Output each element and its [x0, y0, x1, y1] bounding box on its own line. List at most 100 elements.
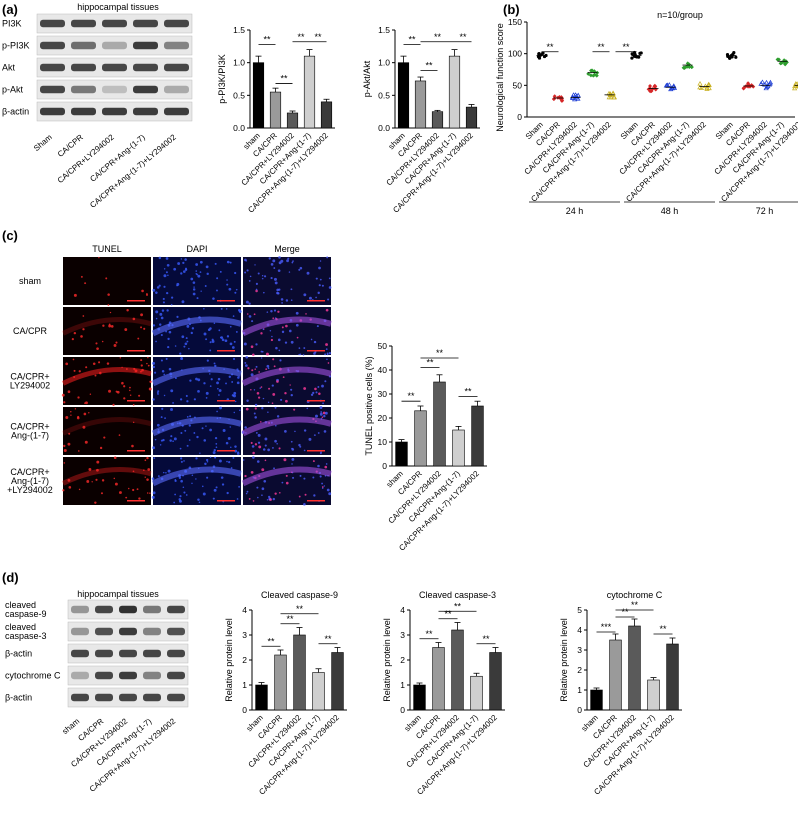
- micrograph-speck: [138, 394, 141, 397]
- micrograph-speck: [318, 266, 321, 270]
- micrograph-cell: [153, 357, 241, 405]
- micrograph-speck: [103, 436, 106, 439]
- micrograph-speck: [236, 498, 239, 500]
- blot-d-band: [95, 627, 113, 636]
- micrograph-speck: [155, 310, 159, 314]
- micrograph-speck: [244, 271, 247, 274]
- micrograph-speck: [312, 476, 315, 479]
- micrograph-speck: [84, 440, 88, 444]
- blot-a-row-label: Akt: [2, 63, 16, 73]
- micrograph-speck: [88, 412, 90, 414]
- micrograph-band: [151, 366, 242, 387]
- western-blot-a: hippocampal tissues PI3K p-PI3K Akt p-Akt β-…: [2, 2, 193, 210]
- micrograph-speck: [182, 261, 185, 264]
- micrograph-speck: [183, 270, 186, 273]
- micrograph-speck: [62, 489, 65, 492]
- micrograph-speck: [250, 388, 252, 391]
- micrograph-speck: [184, 258, 187, 261]
- micrograph-speck: [257, 272, 260, 275]
- micrograph-speck: [319, 278, 322, 281]
- y-tick-label: 3: [242, 630, 247, 640]
- micrograph-speck: [234, 400, 237, 403]
- micrograph-speck: [224, 339, 228, 343]
- micrograph-speck: [258, 371, 260, 373]
- y-tick-label: 4: [400, 605, 405, 615]
- micrograph-speck: [225, 382, 227, 385]
- data-point: [697, 80, 703, 86]
- micrograph-speck: [261, 468, 265, 472]
- blot-a-band: [133, 85, 158, 94]
- data-point: [608, 94, 614, 100]
- micrograph-speck: [157, 390, 160, 393]
- micrograph-speck: [221, 483, 225, 486]
- scale-bar: [307, 300, 325, 302]
- data-point: [767, 79, 774, 85]
- micrograph-cell: [63, 307, 151, 355]
- micrograph-speck: [174, 493, 177, 496]
- blot-a-band: [133, 19, 158, 28]
- micrograph-speck: [183, 345, 186, 348]
- micrograph-speck: [132, 470, 135, 473]
- blot-a-band: [71, 63, 96, 72]
- blot-d-band: [167, 671, 185, 680]
- micrograph-speck: [197, 274, 201, 278]
- micrograph-speck: [163, 268, 166, 270]
- micrograph-speck: [180, 479, 183, 483]
- significance-mark: **: [425, 61, 433, 71]
- significance-mark: **: [286, 614, 294, 624]
- micrograph-speck: [231, 381, 234, 383]
- micrograph-speck: [286, 259, 289, 263]
- micrograph-speck: [263, 291, 265, 294]
- bar: [471, 405, 484, 467]
- micrograph-speck: [107, 293, 110, 296]
- micrograph-speck: [152, 324, 156, 327]
- y-tick-label: 0: [242, 705, 247, 715]
- micrograph-speck: [193, 286, 195, 288]
- blot-d-band: [143, 649, 161, 658]
- micrograph-speck: [118, 491, 122, 495]
- micrograph-speck: [182, 486, 185, 489]
- micrograph-speck: [325, 308, 329, 312]
- micrograph-speck: [80, 335, 83, 338]
- bar: [269, 91, 282, 129]
- micrograph-speck: [266, 311, 269, 313]
- micrograph-speck: [281, 481, 284, 484]
- micrograph-speck: [322, 487, 324, 489]
- blot-d-row-label: β-actin: [5, 693, 32, 703]
- micrograph-speck: [274, 439, 277, 443]
- micrograph-speck: [74, 408, 77, 410]
- micrograph-speck: [167, 469, 171, 473]
- y-tick-label: 5: [577, 605, 582, 615]
- significance-mark: **: [631, 600, 639, 610]
- micrograph-speck: [328, 492, 332, 496]
- bar: [397, 62, 410, 129]
- blot-d-band: [143, 605, 161, 614]
- micrograph-speck: [326, 488, 330, 492]
- significance-mark: **: [659, 624, 667, 634]
- panel-d-letter: (d): [2, 570, 19, 585]
- micrograph-band: [241, 466, 332, 487]
- micrograph-speck: [323, 414, 326, 418]
- micrograph-speck: [313, 434, 316, 437]
- micrograph-speck: [289, 329, 292, 333]
- micrograph-speck: [213, 322, 216, 324]
- blot-a-band: [40, 19, 65, 28]
- micrograph-speck: [73, 369, 76, 372]
- micrograph-speck: [232, 357, 236, 361]
- bar: [274, 654, 287, 711]
- micrograph-speck: [250, 373, 254, 377]
- micrograph-speck: [265, 352, 269, 356]
- micrograph-speck: [220, 476, 224, 479]
- blot-d-band: [95, 693, 113, 702]
- micrograph-cell: [153, 457, 241, 505]
- data-point: [591, 73, 596, 78]
- micrograph-speck: [153, 457, 156, 460]
- micrograph-speck: [147, 364, 150, 367]
- micrograph-speck: [184, 429, 187, 432]
- micrograph-speck: [276, 380, 279, 383]
- micrograph-speck: [256, 486, 259, 489]
- micrograph-speck: [276, 415, 280, 418]
- y-tick-label: 40: [378, 365, 388, 375]
- micrograph-speck: [201, 485, 204, 488]
- micrograph-band: [151, 466, 242, 487]
